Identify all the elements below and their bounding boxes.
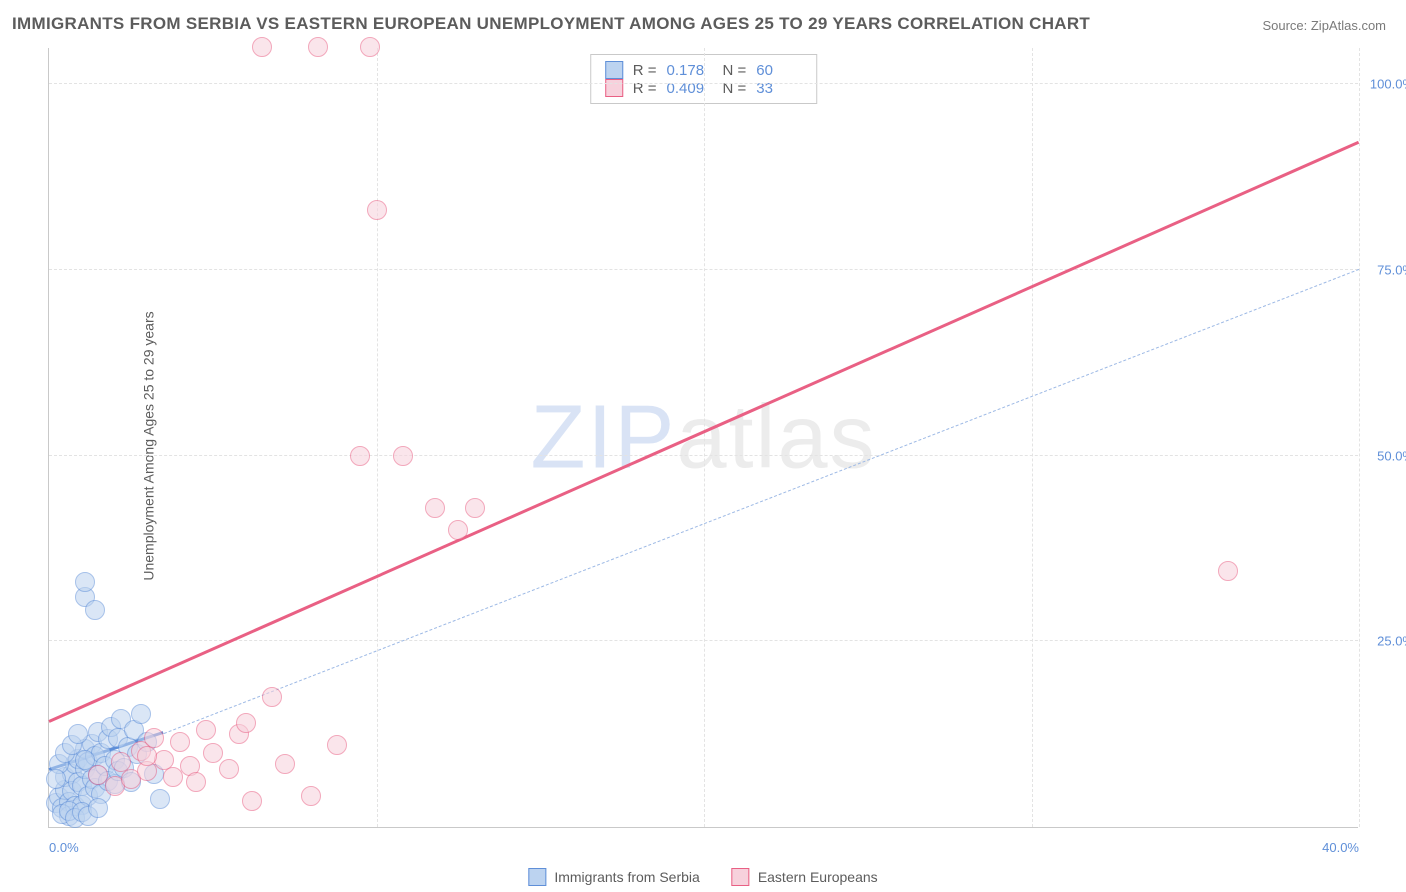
watermark-bold: ZIP (530, 387, 676, 487)
scatter-point-eastern (301, 786, 321, 806)
scatter-point-serbia (88, 798, 108, 818)
legend-label-serbia: Immigrants from Serbia (554, 869, 699, 885)
n-value-serbia: 60 (756, 62, 802, 79)
scatter-point-eastern (219, 759, 239, 779)
scatter-point-eastern (144, 728, 164, 748)
swatch-serbia (605, 61, 623, 79)
legend-item-eastern: Eastern Europeans (732, 868, 878, 886)
scatter-point-serbia (75, 572, 95, 592)
swatch-serbia-icon (528, 868, 546, 886)
scatter-point-serbia (68, 724, 88, 744)
gridline-v (1032, 48, 1033, 827)
watermark-light: atlas (676, 387, 876, 487)
r-label: R = (633, 80, 657, 97)
n-label: N = (723, 80, 747, 97)
scatter-point-eastern (465, 498, 485, 518)
r-value-eastern: 0.409 (667, 80, 713, 97)
scatter-point-eastern (367, 200, 387, 220)
n-value-eastern: 33 (756, 80, 802, 97)
scatter-point-serbia (131, 704, 151, 724)
x-tick-label: 0.0% (49, 840, 79, 855)
scatter-point-eastern (170, 732, 190, 752)
scatter-point-eastern (186, 772, 206, 792)
scatter-point-eastern (425, 498, 445, 518)
r-label: R = (633, 62, 657, 79)
legend-label-eastern: Eastern Europeans (758, 869, 878, 885)
gridline-v (377, 48, 378, 827)
scatter-point-eastern (360, 37, 380, 57)
scatter-point-eastern (137, 746, 157, 766)
r-value-serbia: 0.178 (667, 62, 713, 79)
swatch-eastern (605, 79, 623, 97)
chart-container: IMMIGRANTS FROM SERBIA VS EASTERN EUROPE… (0, 0, 1406, 892)
chart-title: IMMIGRANTS FROM SERBIA VS EASTERN EUROPE… (12, 14, 1090, 34)
plot-area: ZIPatlas R = 0.178 N = 60 R = 0.409 N = … (48, 48, 1358, 828)
scatter-point-eastern (236, 713, 256, 733)
scatter-point-eastern (308, 37, 328, 57)
y-tick-label: 100.0% (1362, 77, 1406, 92)
y-tick-label: 75.0% (1362, 262, 1406, 277)
scatter-point-eastern (275, 754, 295, 774)
gridline-v (1359, 48, 1360, 827)
scatter-point-serbia (85, 600, 105, 620)
scatter-point-eastern (262, 687, 282, 707)
scatter-point-eastern (252, 37, 272, 57)
scatter-point-eastern (393, 446, 413, 466)
scatter-point-eastern (327, 735, 347, 755)
n-label: N = (723, 62, 747, 79)
y-tick-label: 50.0% (1362, 448, 1406, 463)
swatch-eastern-icon (732, 868, 750, 886)
scatter-point-eastern (203, 743, 223, 763)
y-tick-label: 25.0% (1362, 634, 1406, 649)
scatter-point-eastern (1218, 561, 1238, 581)
gridline-v (704, 48, 705, 827)
scatter-point-eastern (242, 791, 262, 811)
source-attribution: Source: ZipAtlas.com (1262, 18, 1386, 33)
legend-item-serbia: Immigrants from Serbia (528, 868, 699, 886)
scatter-point-serbia (46, 769, 66, 789)
x-tick-label: 40.0% (1322, 840, 1359, 855)
scatter-point-eastern (448, 520, 468, 540)
scatter-point-serbia (150, 789, 170, 809)
trend-line (163, 269, 1359, 734)
scatter-point-eastern (350, 446, 370, 466)
scatter-point-eastern (196, 720, 216, 740)
series-legend: Immigrants from Serbia Eastern Europeans (528, 868, 877, 886)
